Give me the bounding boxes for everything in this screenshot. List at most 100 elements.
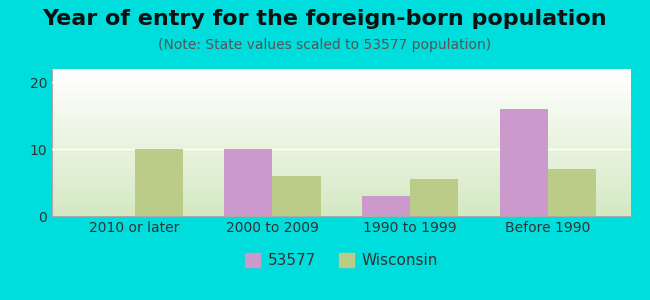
Bar	[52, 182, 630, 183]
Bar	[52, 122, 630, 123]
Bar	[548, 169, 596, 216]
Bar	[52, 127, 630, 128]
Bar	[500, 109, 548, 216]
Bar	[52, 85, 630, 86]
Bar	[52, 97, 630, 98]
Bar	[52, 185, 630, 186]
Bar	[52, 69, 630, 70]
Bar	[52, 74, 630, 75]
Bar	[52, 212, 630, 213]
Bar	[52, 89, 630, 90]
Bar	[52, 156, 630, 157]
Text: Year of entry for the foreign-born population: Year of entry for the foreign-born popul…	[43, 9, 607, 29]
Bar	[52, 90, 630, 91]
Bar	[135, 149, 183, 216]
Bar	[52, 130, 630, 131]
Bar	[52, 148, 630, 149]
Bar	[52, 179, 630, 180]
Bar	[52, 118, 630, 119]
Bar	[52, 76, 630, 77]
Bar	[52, 132, 630, 133]
Bar	[52, 153, 630, 154]
Bar	[52, 170, 630, 171]
Bar	[52, 176, 630, 177]
Bar	[52, 79, 630, 80]
Bar	[52, 123, 630, 124]
Bar	[52, 114, 630, 115]
Bar	[52, 169, 630, 170]
Bar	[52, 151, 630, 152]
Bar	[52, 144, 630, 145]
Bar	[52, 75, 630, 76]
Bar	[52, 126, 630, 127]
Bar	[52, 163, 630, 164]
Bar	[52, 77, 630, 78]
Bar	[52, 113, 630, 114]
Bar	[52, 208, 630, 209]
Bar	[52, 150, 630, 151]
Bar	[52, 99, 630, 100]
Bar	[52, 73, 630, 74]
Bar	[52, 129, 630, 130]
Bar	[52, 205, 630, 206]
Bar	[52, 95, 630, 96]
Bar	[362, 196, 410, 216]
Bar	[52, 142, 630, 143]
Bar	[52, 162, 630, 163]
Bar	[52, 88, 630, 89]
Bar	[52, 71, 630, 72]
Bar	[52, 104, 630, 105]
Bar	[52, 186, 630, 187]
Bar	[52, 101, 630, 102]
Bar	[52, 120, 630, 121]
Bar	[52, 164, 630, 165]
Bar	[52, 183, 630, 184]
Bar	[52, 207, 630, 208]
Bar	[52, 111, 630, 112]
Bar	[52, 136, 630, 137]
Bar	[52, 107, 630, 108]
Bar	[52, 184, 630, 185]
Bar	[52, 106, 630, 107]
Bar	[52, 190, 630, 191]
Bar	[52, 94, 630, 95]
Bar	[52, 189, 630, 190]
Bar	[52, 198, 630, 199]
Bar	[52, 84, 630, 85]
Bar	[52, 103, 630, 104]
Bar	[52, 138, 630, 139]
Bar	[52, 128, 630, 129]
Bar	[52, 78, 630, 79]
Bar	[52, 161, 630, 162]
Bar	[52, 172, 630, 173]
Bar	[52, 82, 630, 83]
Bar	[52, 115, 630, 116]
Text: (Note: State values scaled to 53577 population): (Note: State values scaled to 53577 popu…	[159, 38, 491, 52]
Bar	[52, 135, 630, 136]
Bar	[52, 98, 630, 99]
Bar	[52, 83, 630, 84]
Bar	[52, 157, 630, 158]
Bar	[52, 147, 630, 148]
Bar	[52, 155, 630, 156]
Bar	[52, 213, 630, 214]
Bar	[52, 191, 630, 192]
Bar	[52, 86, 630, 87]
Bar	[52, 158, 630, 159]
Bar	[52, 124, 630, 125]
Bar	[52, 109, 630, 110]
Bar	[52, 133, 630, 134]
Bar	[52, 143, 630, 144]
Bar	[52, 137, 630, 138]
Bar	[52, 117, 630, 118]
Bar	[52, 171, 630, 172]
Bar	[52, 199, 630, 200]
Bar	[52, 165, 630, 166]
Bar	[52, 201, 630, 202]
Bar	[52, 91, 630, 92]
Bar	[52, 200, 630, 201]
Bar	[52, 119, 630, 120]
Bar	[52, 134, 630, 135]
Bar	[52, 96, 630, 97]
Bar	[52, 92, 630, 93]
